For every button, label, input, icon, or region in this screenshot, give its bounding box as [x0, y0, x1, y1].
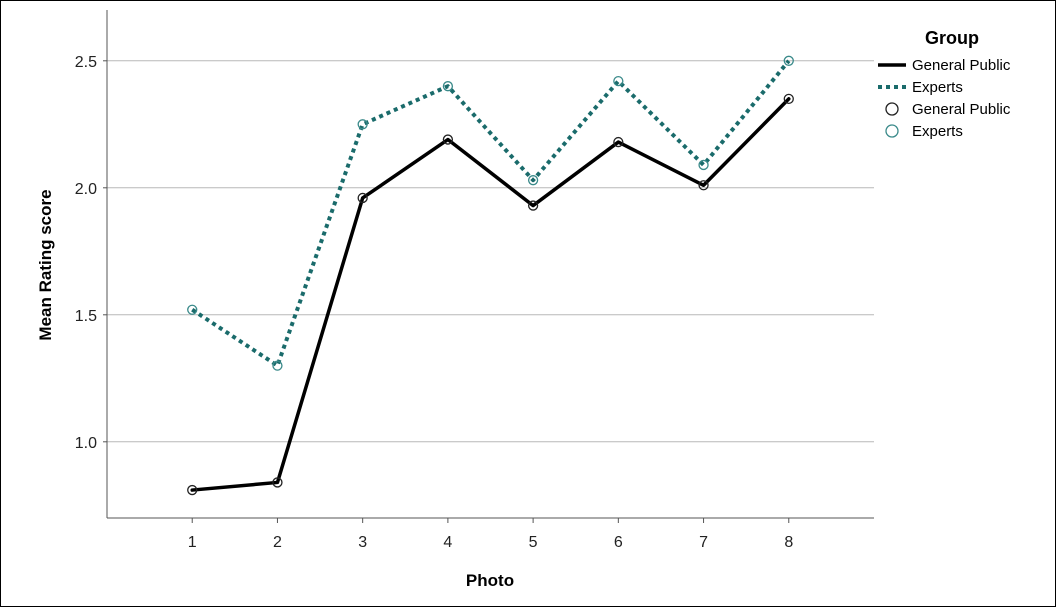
y-axis-title: Mean Rating score — [36, 189, 55, 340]
x-tick-label: 1 — [188, 534, 197, 551]
x-tick-label: 7 — [699, 534, 708, 551]
legend-label-experts: Experts — [912, 79, 963, 96]
y-tick-label: 1.0 — [75, 435, 97, 452]
gridlines — [107, 60, 874, 443]
x-tick-label: 4 — [443, 534, 452, 551]
axis-labels: Photo Mean Rating score — [36, 189, 514, 590]
data-point-general-public — [272, 477, 283, 488]
data-point-general-public — [613, 136, 624, 148]
series — [190, 59, 791, 492]
data-point-experts — [527, 175, 539, 186]
legend-label-general-public: General Public — [912, 101, 1011, 118]
x-tick-label: 8 — [784, 534, 793, 551]
series-line-general-public — [190, 97, 791, 492]
data-point-experts — [272, 360, 283, 371]
x-tick-label: 2 — [273, 534, 282, 551]
x-tick-label: 6 — [614, 534, 623, 551]
data-point-experts — [187, 304, 198, 315]
data-point-experts — [613, 75, 624, 87]
y-tick-label: 2.5 — [75, 54, 97, 71]
markers — [187, 55, 794, 496]
x-axis-title: Photo — [466, 571, 514, 590]
data-point-general-public — [698, 180, 709, 191]
data-point-experts — [698, 159, 709, 171]
legend-marker-swatch-experts — [885, 124, 899, 138]
data-point-experts — [783, 55, 794, 66]
data-point-experts — [442, 81, 454, 92]
y-tick-label: 1.5 — [75, 308, 97, 325]
data-point-general-public — [527, 200, 539, 211]
data-point-experts — [357, 119, 368, 130]
data-point-general-public — [442, 134, 454, 145]
legend-marker-swatch-general-public — [885, 102, 899, 116]
legend-label-experts: Experts — [912, 123, 963, 140]
x-tick-label: 3 — [358, 534, 367, 551]
legend-title: Group — [925, 28, 979, 48]
x-tick-label: 5 — [529, 534, 538, 551]
axes: 1.0 1.5 2.0 2.5 1 2 3 4 5 6 7 8 — [75, 10, 874, 551]
legend-label-general-public: General Public — [912, 57, 1011, 74]
data-point-general-public — [783, 93, 794, 105]
legend: Group General Public Experts General Publi… — [878, 28, 1011, 140]
series-line-experts — [191, 59, 791, 368]
data-point-general-public — [187, 484, 198, 496]
data-point-general-public — [357, 192, 368, 204]
y-tick-label: 2.0 — [75, 181, 97, 198]
